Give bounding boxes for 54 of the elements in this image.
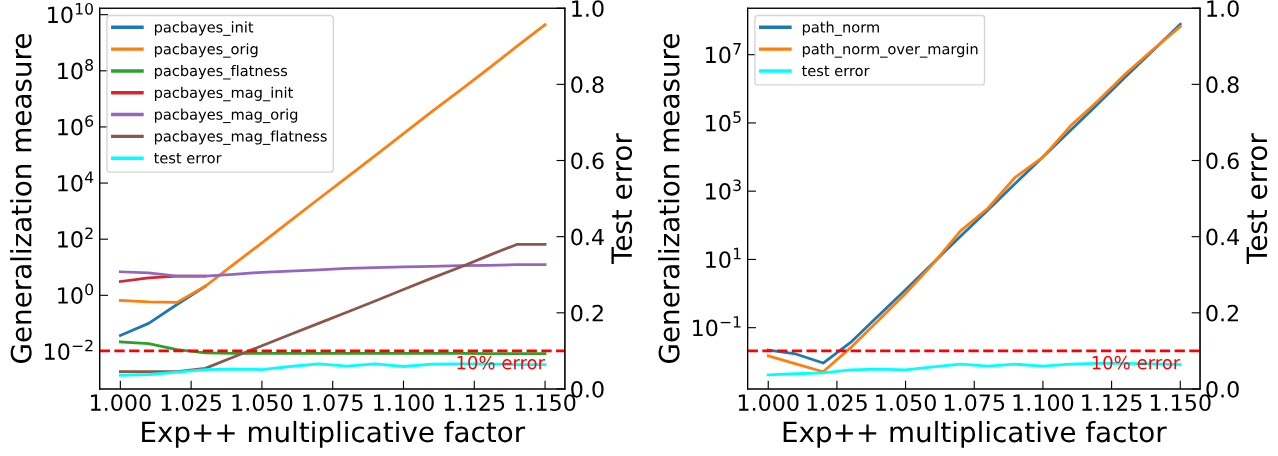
y2-tick-label: 1.0: [572, 0, 604, 17]
y2-tick-label: 0.6: [1206, 152, 1239, 170]
y-tick-label: 10$^{10}$: [48, 2, 93, 24]
y-tick-label: 10$^{8}$: [58, 59, 94, 80]
legend-label: pacbayes_mag_orig: [154, 108, 298, 124]
legend-label: pacbayes_orig: [154, 43, 258, 58]
x-tick-label: 1.050: [232, 394, 293, 412]
y2-tick-label: 0.2: [1206, 304, 1239, 322]
y2-tick-label: 0.8: [571, 76, 604, 94]
x-tick-label: 1.050: [876, 394, 936, 412]
y2-tick-label: 0.6: [571, 152, 604, 170]
x-tick-label: 1.025: [807, 394, 867, 412]
y-tick-label: 10$^{6}$: [58, 115, 94, 136]
legend-label: pacbayes_init: [154, 21, 254, 36]
y-tick-label: 10$^{1}$: [706, 247, 741, 269]
legend-label: path_norm_over_margin: [802, 43, 978, 58]
y-tick-label: 10$^{0}$: [58, 283, 94, 304]
line-series: [118, 263, 547, 278]
x-tick-label: 1.100: [1013, 394, 1074, 412]
y-axis-title: Generalization measure: [10, 34, 32, 364]
y2-axis-title: Test error: [611, 133, 633, 265]
line-series: [118, 23, 547, 304]
y2-tick-label: 0.2: [571, 304, 603, 322]
y2-tick-label: 0.4: [571, 228, 604, 246]
y-tick-label: 10$^{2}$: [58, 227, 93, 248]
legend-label: path_norm: [802, 21, 879, 36]
legend-label: test error: [801, 65, 870, 77]
y-tick-label: 10$^{3}$: [706, 179, 741, 200]
legend-label: test error: [154, 153, 222, 164]
line-series: [118, 243, 547, 374]
x-axis-title: Exp++ multiplicative factor: [142, 420, 526, 448]
x-axis-title: Exp++ multiplicative factor: [783, 420, 1167, 448]
y2-tick-label: 0.4: [1206, 228, 1239, 246]
legend-label: pacbayes_mag_flatness: [154, 130, 327, 145]
y-axis-title: Generalization measure: [658, 34, 680, 364]
y2-axis-title: Test error: [1246, 133, 1268, 265]
x-tick-label: 1.000: [90, 394, 151, 412]
y2-tick-label: 1.0: [1207, 0, 1239, 17]
x-tick-label: 1.075: [944, 394, 1005, 412]
y-tick-label: 10$^{5}$: [706, 111, 741, 132]
legend-label: pacbayes_mag_init: [154, 86, 293, 102]
y-tick-label: 10$^{−2}$: [45, 339, 93, 361]
y2-tick-label: 0.8: [1206, 76, 1239, 94]
y-tick-label: 10$^{−1}$: [692, 316, 741, 337]
line-series: [118, 340, 547, 356]
x-tick-label: 1.075: [303, 394, 363, 412]
x-tick-label: 1.125: [1082, 394, 1142, 412]
y-tick-label: 10$^{7}$: [706, 43, 741, 64]
x-tick-label: 1.000: [738, 394, 799, 412]
x-tick-label: 1.100: [374, 394, 434, 412]
x-tick-label: 1.125: [444, 394, 505, 412]
legend-label: pacbayes_flatness: [154, 64, 288, 80]
y-tick-label: 10$^{4}$: [58, 171, 94, 192]
x-tick-label: 1.025: [161, 394, 221, 412]
